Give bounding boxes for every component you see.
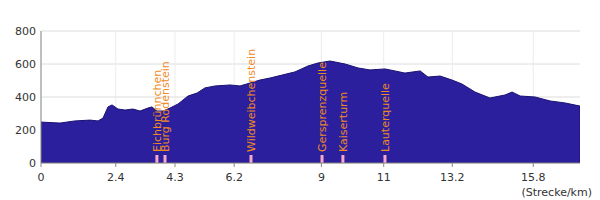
x-tick-label: 2.4	[107, 171, 125, 184]
chart: 020040060080002.44.36.291113.215.8Eichbr…	[0, 0, 600, 200]
grid-line	[41, 64, 580, 65]
grid-line	[41, 163, 580, 164]
x-tick-label: 9	[318, 171, 325, 184]
annotation-marker	[321, 155, 324, 163]
y-tick-label: 400	[15, 91, 36, 104]
x-tick-label: 4.3	[166, 171, 184, 184]
annotation-marker	[164, 155, 167, 163]
x-tick-label: 6.2	[225, 171, 243, 184]
annotation-label: Wildweibchenstein	[245, 49, 258, 152]
annotation-label: Lauterquelle	[379, 83, 392, 152]
x-tick	[383, 163, 384, 167]
grid-line	[41, 31, 42, 163]
y-tick-label: 600	[15, 58, 36, 71]
annotation-label: Gersprenzquelle	[316, 62, 329, 152]
x-tick	[115, 163, 116, 167]
annotation-marker	[341, 155, 344, 163]
annotation-marker	[249, 155, 252, 163]
annotation-label: Burg Rodenstein	[159, 61, 172, 152]
x-tick	[41, 163, 42, 167]
x-tick-label: 15.8	[521, 171, 546, 184]
annotation-marker	[155, 155, 158, 163]
x-tick	[452, 163, 453, 167]
x-tick-label: 0	[38, 171, 45, 184]
grid-line	[41, 31, 580, 32]
x-tick-label: 13.2	[440, 171, 465, 184]
plot-area	[41, 31, 580, 163]
x-axis-label: (Strecke/km)	[521, 186, 592, 199]
x-axis	[41, 163, 580, 164]
x-tick-label: 11	[377, 171, 391, 184]
annotation-marker	[383, 155, 386, 163]
elevation-area	[41, 61, 580, 163]
x-tick	[321, 163, 322, 167]
x-tick	[174, 163, 175, 167]
annotation-label: Kaiserturm	[337, 92, 350, 152]
y-tick-label: 200	[15, 124, 36, 137]
plot-group	[41, 61, 580, 163]
y-axis	[41, 31, 42, 163]
x-tick	[533, 163, 534, 167]
x-tick	[234, 163, 235, 167]
y-tick-label: 0	[29, 157, 36, 170]
y-tick-label: 800	[15, 25, 36, 38]
